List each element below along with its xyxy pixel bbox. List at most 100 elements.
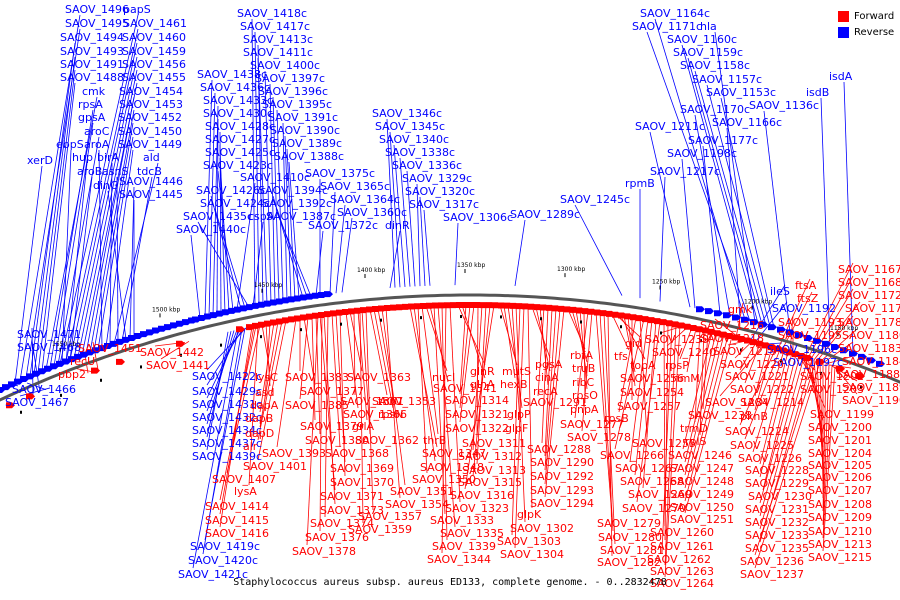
forward-gene-label: SAOV_1262 [647,553,711,566]
forward-gene-label: SAOV_1278 [567,431,631,444]
reverse-leader-line [109,162,113,346]
legend: Forward Reverse [838,8,894,40]
minor-tick [700,339,702,343]
reverse-leader-line [197,221,250,308]
forward-gene-label: SAOV_1280 [598,531,662,544]
reverse-gene-label: SAOV_1428c [205,120,275,133]
forward-gene-label: SAOV_1407 [212,473,276,486]
reverse-feature [768,324,777,331]
forward-leader-line [531,306,551,359]
forward-gene-label: SAOV_1333 [430,514,494,527]
forward-leader-line [319,314,323,532]
reverse-gene-label: SAOV_1449 [118,138,182,151]
reverse-gene-label: SAOV_1488 [60,71,124,84]
reverse-gene-label: SAOV_1395c [262,98,332,111]
reverse-gene-label: SAOV_1317c [409,198,479,211]
forward-leader-line [461,304,486,379]
forward-gene-label: SAOV_1237 [740,568,804,581]
forward-feature [804,354,813,361]
reverse-leader-line [820,97,831,346]
reverse-leader-line [419,196,426,286]
reverse-leader-line [286,148,296,299]
forward-leader-line [311,316,316,421]
forward-gene-label: pgsA [535,358,563,371]
reverse-feature [705,308,714,315]
reverse-feature [696,306,705,313]
reverse-gene-label: SAOV_1433c [203,94,273,107]
reverse-gene-label: isdB [806,86,829,99]
reverse-leader-line [206,327,247,371]
reverse-leader-line [706,84,771,327]
forward-gene-label: ftsA [795,279,817,292]
forward-gene-label: SAOV_1190 [842,394,900,407]
minor-tick [180,353,182,357]
forward-leader-line [385,308,401,499]
forward-gene-label: SAOV_1210 [808,525,872,538]
forward-gene-label: SAOV_1292 [530,470,594,483]
forward-gene-label: SAOV_1293 [530,484,594,497]
reverse-gene-label: SAOV_1431c [192,398,262,411]
forward-leader-line [664,324,677,566]
forward-leader-line [754,360,817,556]
reverse-gene-label: SAOV_1338c [385,146,455,159]
reverse-gene-label: SAOV_1394c [258,184,328,197]
reverse-gene-label: SAOV_1392c [262,197,332,210]
forward-gene-label: SAOV_1363 [347,371,411,384]
forward-leader-line [735,302,744,338]
reverse-gene-label: SAOV_1446 [119,175,183,188]
reverse-leader-line [284,135,292,300]
reverse-gene-label: SAOV_1160c [667,33,737,46]
reverse-gene-label: SAOV_1198c [667,147,737,160]
reverse-leader-line [393,144,406,287]
forward-feature [236,326,245,333]
forward-gene-label: SAOV_1441 [146,359,210,372]
reverse-gene-label: SAOV_1421c [178,568,248,581]
reverse-gene-label: SAOV_1495 [65,17,129,30]
forward-gene-label: SAOV_1178 [838,316,900,329]
reverse-gene-label: SAOV_1422c [192,370,262,383]
forward-gene-label: SAOV_1270 [622,502,686,515]
forward-leader-line [822,365,833,539]
forward-gene-label: SAOV_1288 [527,443,591,456]
forward-gene-label: SAOV_1224 [725,425,789,438]
reverse-leader-line [19,14,81,381]
reverse-leader-line [399,157,411,287]
forward-leader-line [303,317,316,386]
forward-gene-label: SAOV_1269 [628,488,692,501]
forward-leader-line [679,327,693,360]
reverse-gene-label: SAOV_1494 [60,31,124,44]
forward-gene-label: SAOV_1351 [390,485,454,498]
forward-gene-label: SAOV_1302 [510,522,574,535]
reverse-feature [741,316,750,323]
reverse-feature [750,319,759,326]
reverse-gene-label: SAOV_1211c [635,120,705,133]
reverse-gene-label: SAOV_1434c [192,424,262,437]
forward-gene-label: SAOV_1209 [808,511,872,524]
forward-gene-label: SAOV_1248 [670,475,734,488]
forward-gene-label: SAOV_1255 [632,437,696,450]
reverse-leader-line [272,96,280,302]
forward-gene-label: SAOV_1348 [420,461,484,474]
reverse-leader-line [659,176,666,302]
forward-gene-label: SAOV_1313 [462,464,526,477]
forward-gene-label: thrB [423,434,446,447]
reverse-leader-line [14,165,43,384]
forward-gene-label: SAOV_1373 [320,504,384,517]
forward-leader-line [345,311,359,409]
reverse-leader-line [77,69,138,357]
reverse-leader-line [69,176,93,360]
reverse-leader-line [280,221,312,297]
forward-gene-label: nucI [432,371,455,384]
forward-gene-label: SAOV_1208 [808,498,872,511]
reverse-leader-line [69,42,138,361]
reverse-leader-line [57,136,100,365]
forward-gene-label: SAOV_1251 [670,513,734,526]
reverse-leader-line [98,149,103,349]
forward-gene-label: tfs [614,350,628,363]
reverse-gene-label: SAOV_1345c [375,120,445,133]
forward-leader-line [503,305,516,379]
forward-gene-label: SAOV_1263 [650,565,714,578]
forward-gene-label: glnR [470,365,495,378]
forward-leader-line [759,357,809,530]
reverse-gene-label: SAOV_1336c [392,159,462,172]
